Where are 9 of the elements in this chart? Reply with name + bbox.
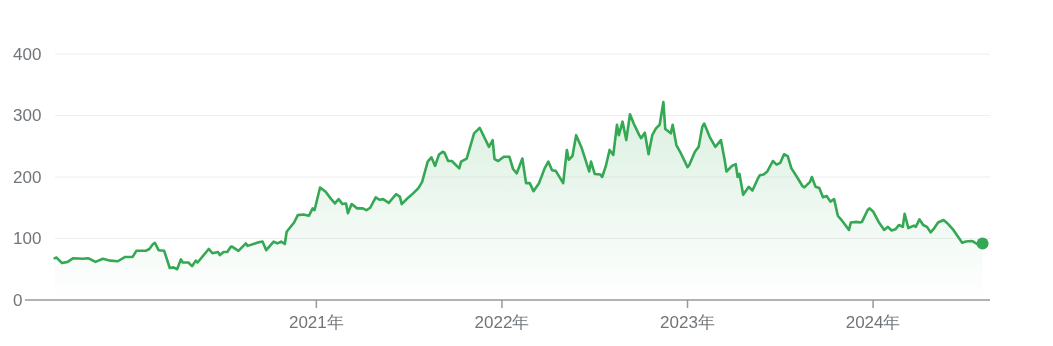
- y-tick-label: 300: [13, 106, 42, 125]
- x-tick-label: 2022年: [474, 312, 530, 332]
- y-tick-label: 100: [13, 229, 42, 248]
- x-tick-label: 2024年: [845, 312, 901, 332]
- y-tick-label: 0: [13, 290, 23, 310]
- x-tick-label: 2021年: [288, 312, 344, 332]
- y-tick-label: 400: [13, 44, 42, 64]
- x-tick-label: 2023年: [660, 312, 715, 332]
- y-tick-label: 200: [13, 167, 42, 187]
